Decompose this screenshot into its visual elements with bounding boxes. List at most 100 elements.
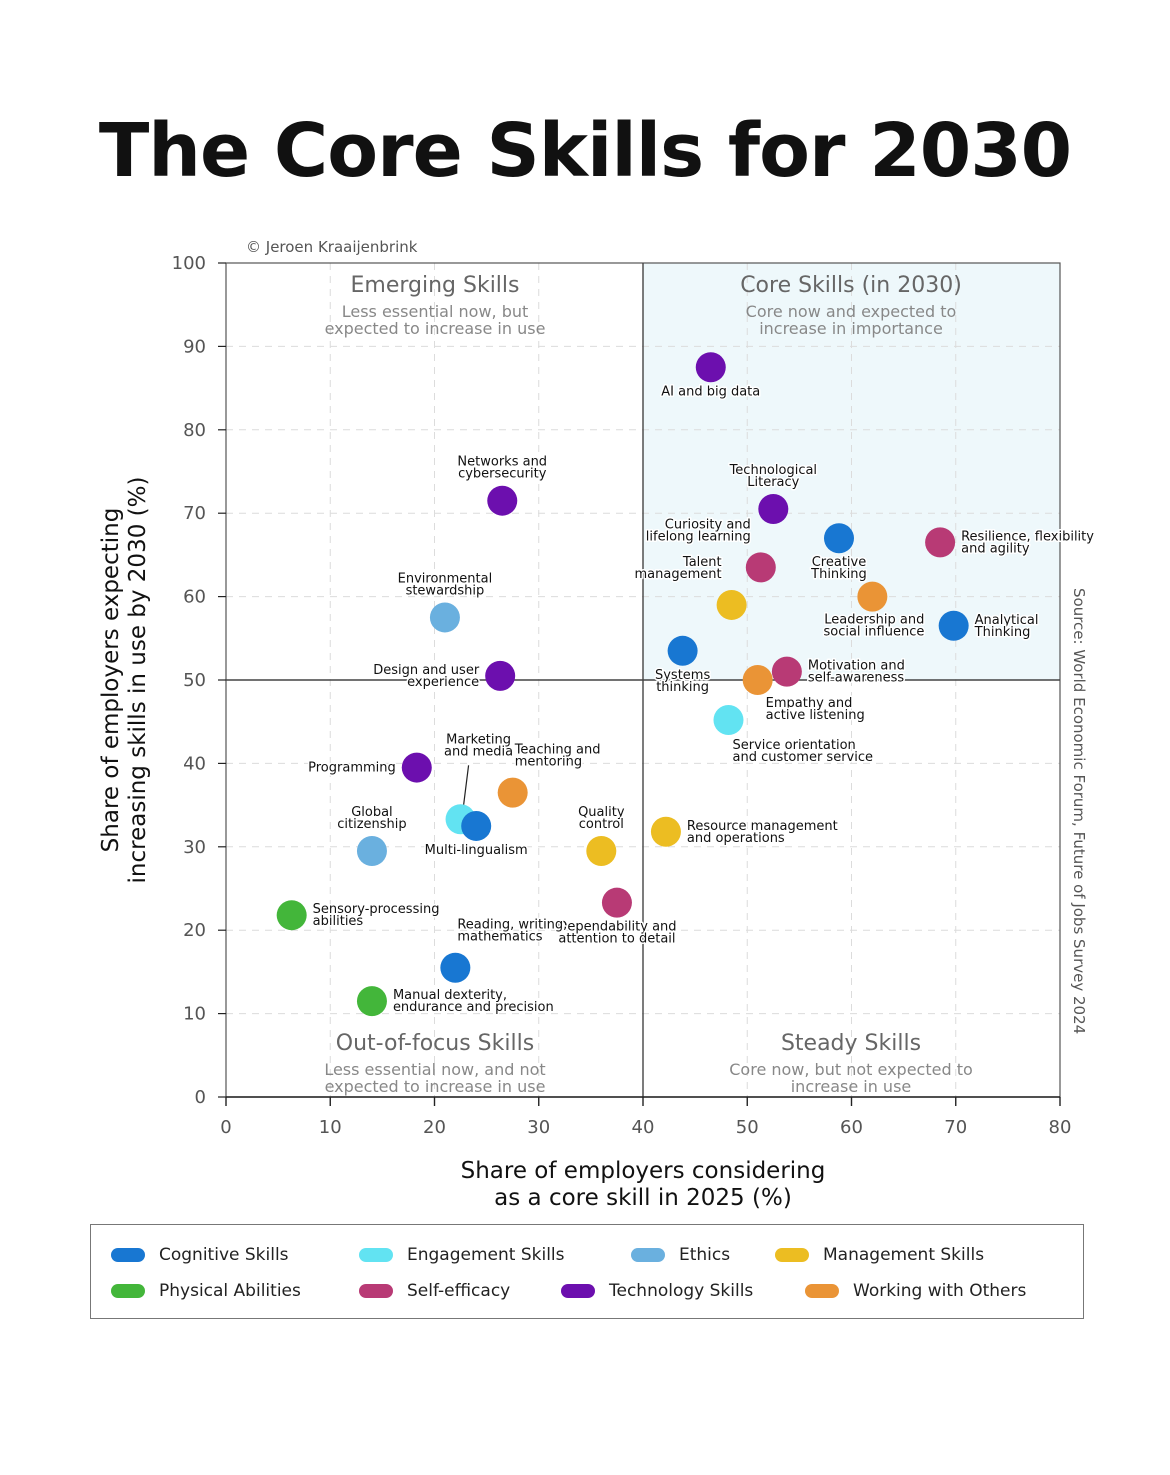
- legend: Cognitive Skills Engagement Skills Ethics M…: [90, 1224, 1084, 1319]
- quadrant-subtitle-core: Core now and expected to increase in impo…: [746, 302, 957, 338]
- y-tick-label: 90: [183, 336, 206, 357]
- legend-swatch: [631, 1248, 665, 1262]
- quadrant-title-emerging: Emerging Skills: [350, 273, 519, 298]
- quadrant-title-core: Core Skills (in 2030): [740, 273, 962, 298]
- skill-point: [440, 952, 471, 983]
- point-label: Creative Thinking: [810, 555, 867, 582]
- y-tick-label: 100: [172, 253, 206, 274]
- skill-point: [497, 777, 528, 808]
- y-tick-label: 30: [183, 837, 206, 858]
- legend-label: Working with Others: [853, 1281, 1027, 1301]
- quadrant-title-steady: Steady Skills: [781, 1031, 921, 1056]
- legend-swatch: [111, 1248, 145, 1262]
- point-label: AI and big data: [661, 384, 760, 399]
- legend-label: Engagement Skills: [407, 1245, 565, 1265]
- skill-point: [925, 527, 956, 558]
- point-label: Design and user experience: [373, 663, 480, 690]
- x-tick-label: 30: [527, 1117, 550, 1138]
- x-tick-label: 0: [220, 1117, 231, 1138]
- skill-point: [586, 835, 617, 866]
- point-label: Dependability and attention to detail: [557, 920, 676, 947]
- point-label: Resource management and operations: [687, 819, 838, 846]
- legend-label: Ethics: [679, 1245, 731, 1265]
- y-tick-label: 70: [183, 503, 206, 524]
- point-label: Service orientation and customer service: [732, 738, 873, 765]
- point-label: Global citizenship: [337, 805, 406, 832]
- x-tick-label: 40: [632, 1117, 655, 1138]
- point-label: Motivation and self-awareness: [808, 659, 905, 686]
- skill-point: [695, 352, 726, 383]
- skill-point: [356, 835, 387, 866]
- point-label: Manual dexterity, endurance and precision: [393, 988, 554, 1015]
- point-label: Teaching and mentoring: [514, 743, 601, 770]
- point-label: Marketing and media: [444, 732, 513, 759]
- skill-point: [429, 602, 460, 633]
- skill-point: [487, 485, 518, 516]
- legend-swatch: [359, 1284, 393, 1298]
- legend-item: Engagement Skills: [359, 1243, 565, 1267]
- point-label: Technological Literacy: [729, 463, 817, 490]
- legend-swatch: [561, 1284, 595, 1298]
- legend-label: Physical Abilities: [159, 1281, 301, 1301]
- skill-point: [667, 635, 698, 666]
- x-axis-title: Share of employers considering as a core …: [461, 1158, 826, 1211]
- legend-item: Physical Abilities: [111, 1279, 301, 1303]
- skills-scatter-chart: 0 10 20 30 40 50 60 70 80 0 10 20 30 40 50 60 70 80 90 100 S…: [98, 238, 1096, 1211]
- quadrant-subtitle-out-of-focus: Less essential now, and not expected to i…: [324, 1060, 545, 1096]
- legend-label: Self-efficacy: [407, 1281, 511, 1301]
- legend-item: Management Skills: [775, 1243, 984, 1267]
- skill-point: [857, 581, 888, 612]
- point-label: Reading, writing, mathematics: [457, 918, 567, 945]
- skill-point: [771, 656, 802, 687]
- y-axis-title: Share of employers expectingincreasing s…: [98, 477, 151, 884]
- x-tick-label: 50: [736, 1117, 759, 1138]
- point-label: Talent management: [635, 555, 722, 582]
- legend-label: Management Skills: [823, 1245, 985, 1265]
- point-label: Sensory-processing abilities: [313, 902, 440, 929]
- page-title: The Core Skills for 2030: [98, 108, 1072, 194]
- legend-swatch: [775, 1248, 809, 1262]
- leader-line: [462, 765, 470, 806]
- skill-point: [461, 810, 492, 841]
- legend-swatch: [111, 1284, 145, 1298]
- legend-item: Cognitive Skills: [111, 1243, 289, 1267]
- point-label: Multi-lingualism: [425, 843, 528, 858]
- point-label: Systems thinking: [655, 668, 710, 695]
- skill-point: [485, 660, 516, 691]
- skill-point: [401, 752, 432, 783]
- quadrant-title-out-of-focus: Out-of-focus Skills: [336, 1031, 534, 1056]
- x-tick-label: 70: [944, 1117, 967, 1138]
- point-label: Programming: [308, 761, 396, 776]
- y-tick-label: 60: [183, 587, 206, 608]
- point-label: Empathy and active listening: [766, 696, 865, 723]
- y-tick-label: 20: [183, 920, 206, 941]
- skill-point: [938, 610, 969, 641]
- point-label: Environmental stewardship: [398, 571, 493, 598]
- copyright-text: © Jeroen Kraaijenbrink: [246, 238, 418, 256]
- quadrant-subtitle-emerging: Less essential now, but expected to incre…: [325, 302, 546, 338]
- x-tick-label: 10: [319, 1117, 342, 1138]
- skill-point: [650, 816, 681, 847]
- y-tick-label: 0: [195, 1087, 206, 1108]
- point-label: Networks and cybersecurity: [457, 455, 547, 482]
- skill-point: [742, 665, 773, 695]
- x-tick-label: 80: [1049, 1117, 1072, 1138]
- y-tick-label: 10: [183, 1004, 206, 1025]
- point-label: Resilience, flexibility and agility: [961, 529, 1094, 556]
- skill-point: [745, 552, 776, 583]
- legend-item: Technology Skills: [561, 1279, 753, 1303]
- point-label: Quality control: [578, 805, 625, 832]
- x-tick-label: 20: [423, 1117, 446, 1138]
- skill-point: [276, 900, 307, 931]
- legend-swatch: [805, 1284, 839, 1298]
- skill-point: [716, 589, 747, 620]
- y-tick-label: 50: [183, 670, 206, 691]
- quadrant-subtitle-steady: Core now, but not expected to increase in…: [729, 1060, 973, 1096]
- skill-point: [713, 705, 744, 736]
- x-tick-label: 60: [840, 1117, 863, 1138]
- legend-swatch: [359, 1248, 393, 1262]
- y-tick-label: 80: [183, 420, 206, 441]
- source-text: Source: World Economic Forum, Future of …: [1070, 588, 1088, 1034]
- skill-point: [823, 523, 854, 554]
- legend-item: Ethics: [631, 1243, 730, 1267]
